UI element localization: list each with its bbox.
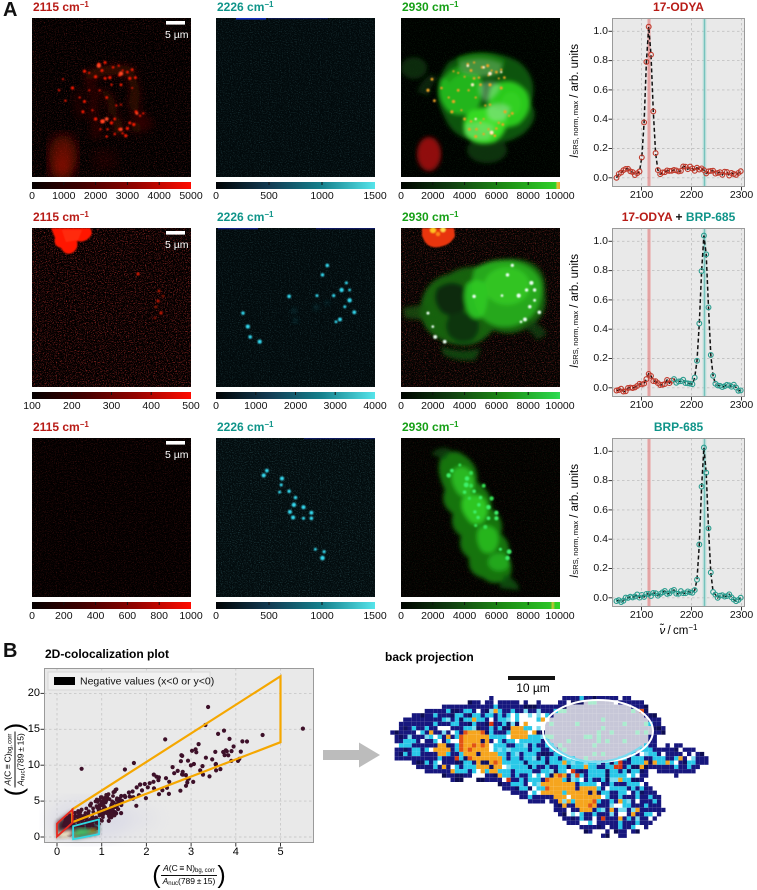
svg-text:5 µm: 5 µm <box>165 239 189 251</box>
svg-text:Negative values (x<0 or y<0): Negative values (x<0 or y<0) <box>80 676 214 688</box>
svg-text:5 µm: 5 µm <box>165 29 189 41</box>
svg-text:5 µm: 5 µm <box>165 449 189 461</box>
